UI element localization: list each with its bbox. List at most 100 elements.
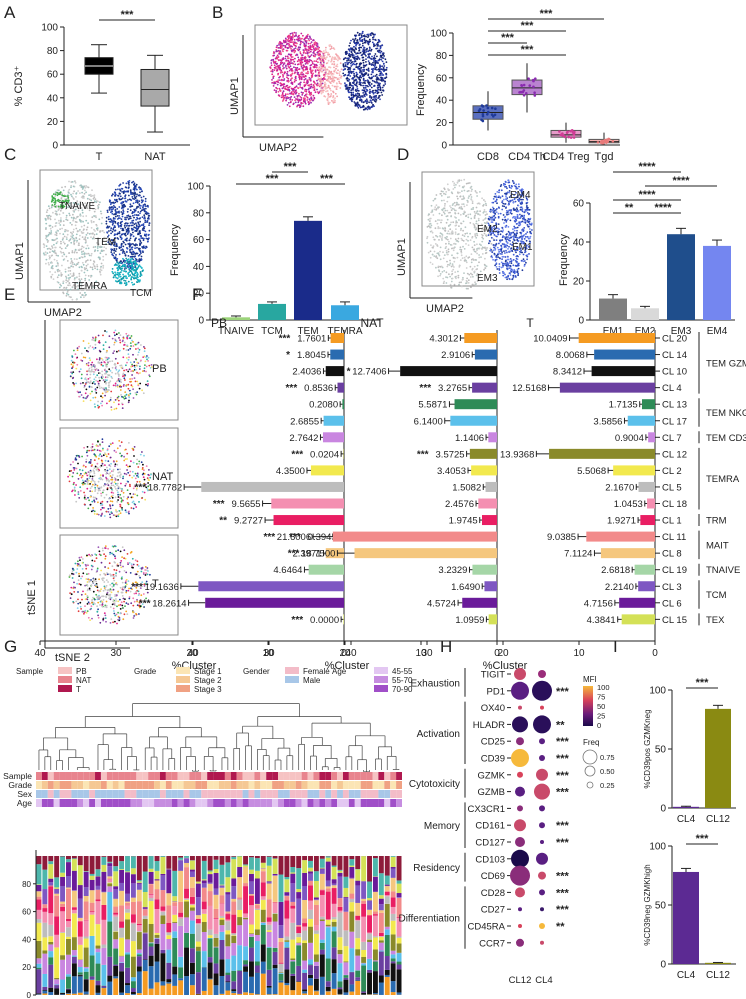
- umap-point: [519, 206, 522, 209]
- umap-point: [518, 253, 521, 256]
- umap-point: [139, 251, 142, 253]
- umap-point: [308, 90, 311, 93]
- umap-point: [381, 65, 383, 68]
- umap-point: [139, 207, 142, 210]
- umap-point: [119, 192, 121, 195]
- umap-point: [445, 249, 448, 252]
- umap-point: [371, 76, 373, 79]
- umap-point: [381, 86, 384, 89]
- umap-point: [82, 263, 85, 266]
- panelC-umap-label: TEM: [95, 237, 116, 248]
- umap-point: [309, 46, 312, 48]
- umap-point: [450, 286, 452, 289]
- umap-point: [369, 40, 371, 43]
- umap-point: [117, 194, 119, 197]
- umap-point: [372, 104, 374, 106]
- umap-point: [317, 61, 319, 64]
- umap-point: [286, 76, 288, 79]
- umap-point: [98, 218, 101, 221]
- umap-point: [347, 48, 350, 51]
- umap-point: [362, 61, 365, 64]
- panelD-umap-y-label: UMAP1: [396, 238, 408, 276]
- umap-point: [130, 253, 133, 255]
- umap-point: [138, 217, 141, 220]
- umap-point: [79, 219, 81, 222]
- umap-point: [496, 191, 499, 193]
- umap-point: [106, 211, 109, 214]
- umap-point: [297, 63, 300, 65]
- umap-point: [373, 99, 375, 101]
- umap-point: [427, 251, 430, 254]
- umap-point: [459, 246, 462, 249]
- umap-point: [128, 271, 131, 274]
- umap-point: [330, 93, 333, 95]
- umap-point: [340, 75, 343, 78]
- umap-point: [444, 193, 447, 196]
- umap-point: [302, 34, 304, 37]
- umap-point: [113, 256, 116, 259]
- umap-point: [318, 54, 321, 57]
- umap-point: [302, 105, 305, 108]
- umap-point: [72, 234, 74, 237]
- umap-point: [456, 195, 458, 198]
- umap-point: [287, 96, 290, 99]
- umap-point: [290, 78, 293, 80]
- umap-point: [83, 255, 86, 258]
- umap-point: [344, 65, 347, 68]
- umap-point: [121, 233, 124, 236]
- umap-point: [303, 56, 306, 59]
- umap-point: [132, 228, 135, 231]
- umap-point: [366, 47, 368, 50]
- umap-point: [369, 107, 371, 110]
- umap-point: [332, 73, 335, 75]
- umap-point: [60, 217, 62, 219]
- umap-point: [273, 69, 276, 71]
- umap-point: [139, 188, 142, 191]
- umap-point: [127, 208, 129, 211]
- umap-point: [114, 209, 117, 211]
- umap-point: [458, 266, 461, 268]
- umap-point: [135, 195, 138, 198]
- umap-point: [45, 211, 48, 214]
- umap-point: [290, 70, 293, 72]
- umap-point: [463, 235, 466, 238]
- umap-point: [135, 227, 138, 229]
- umap-point: [441, 236, 444, 238]
- umap-point: [363, 46, 365, 49]
- umap-point: [134, 197, 137, 200]
- umap-point: [452, 257, 455, 259]
- umap-point: [374, 33, 376, 36]
- umap-point: [330, 70, 333, 73]
- umap-point: [339, 87, 342, 89]
- umap-point: [54, 246, 56, 249]
- box-point: [528, 84, 532, 87]
- umap-point: [440, 221, 442, 224]
- umap-point: [60, 284, 62, 287]
- umap-point: [101, 216, 104, 219]
- umap-point: [382, 53, 385, 56]
- umap-point: [475, 236, 478, 239]
- umap-point: [339, 58, 341, 60]
- umap-point: [494, 193, 497, 195]
- umap-point: [99, 257, 101, 260]
- umap-point: [113, 252, 116, 254]
- umap-point: [89, 259, 92, 262]
- umap-point: [326, 68, 328, 71]
- panelC-bar-2: [294, 216, 322, 320]
- umap-point: [467, 197, 470, 199]
- umap-point: [123, 225, 126, 227]
- umap-point: [376, 81, 379, 84]
- umap-point: [62, 241, 65, 244]
- umap-point: [132, 267, 134, 270]
- umap-point: [146, 240, 149, 243]
- umap-point: [314, 53, 317, 56]
- umap-point: [113, 249, 116, 252]
- umap-point: [120, 227, 122, 230]
- umap-point: [367, 81, 370, 84]
- umap-point: [363, 66, 365, 69]
- umap-point: [296, 38, 298, 41]
- umap-point: [356, 39, 358, 42]
- umap-point: [109, 218, 112, 221]
- umap-point: [128, 261, 131, 264]
- umap-point: [129, 209, 132, 212]
